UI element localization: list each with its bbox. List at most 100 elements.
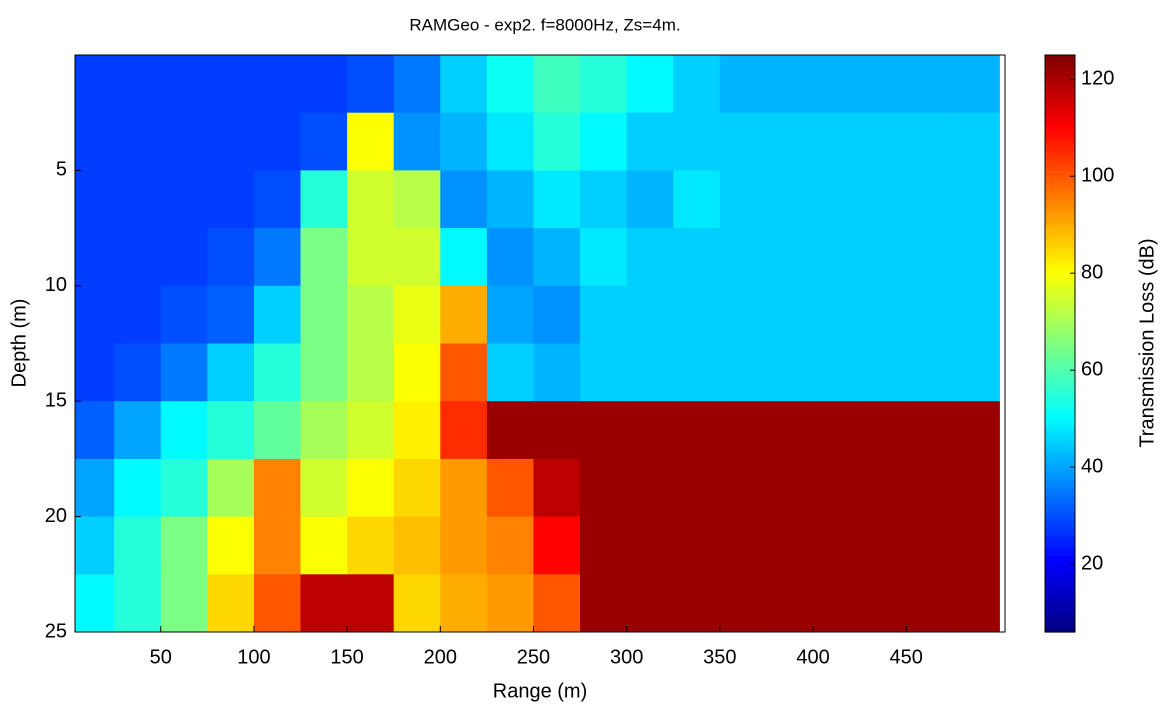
colorbar-step (1045, 141, 1075, 147)
colorbar-step (1045, 406, 1075, 412)
heatmap-cell (253, 55, 302, 114)
heatmap-cell (440, 401, 488, 460)
heatmap-cell (673, 285, 721, 344)
colorbar-step (1045, 247, 1075, 253)
y-tick-label: 25 (45, 620, 67, 642)
heatmap-cell (813, 343, 861, 402)
heatmap-cell (719, 343, 767, 402)
heatmap-cell (207, 516, 255, 575)
heatmap-cell (160, 458, 208, 518)
heatmap-cell (580, 343, 628, 402)
colorbar-step (1045, 583, 1075, 590)
heatmap-cell (114, 170, 162, 229)
heatmap-cell (114, 285, 162, 344)
plot-frame (74, 54, 1006, 633)
heatmap-cell (952, 228, 1000, 287)
colorbar-step (1045, 362, 1075, 369)
heatmap-cell (859, 55, 907, 114)
heatmap-cell (673, 170, 721, 229)
colorbar-step (1045, 526, 1075, 532)
heatmap-cell (906, 574, 954, 632)
heatmap-cell (533, 574, 581, 632)
colorbar-step (1045, 444, 1075, 450)
heatmap-cell (859, 458, 907, 518)
heatmap-cell (906, 516, 954, 575)
colorbar-step (1045, 439, 1075, 446)
heatmap-cell (906, 55, 954, 114)
colorbar-step (1045, 434, 1075, 441)
heatmap-cell (486, 401, 534, 460)
heatmap-cell (347, 401, 395, 460)
colorbar-step (1045, 295, 1075, 301)
heatmap-cell (580, 574, 628, 632)
heatmap-cell (300, 343, 348, 402)
heatmap-cell (486, 343, 534, 402)
heatmap-cell (813, 574, 861, 632)
colorbar-step (1045, 170, 1075, 176)
colorbar-step (1045, 348, 1075, 354)
heatmap-cell (393, 55, 441, 114)
colorbar-step (1045, 430, 1075, 436)
heatmap-cell (906, 401, 954, 460)
heatmap-cell (719, 516, 767, 575)
heatmap-cell (906, 228, 954, 287)
heatmap-cell (253, 574, 302, 632)
heatmap-cell (673, 574, 721, 632)
heatmap-cell (486, 285, 534, 344)
heatmap-cell (766, 343, 814, 402)
heatmap-cell (207, 228, 255, 287)
heatmap-cell (160, 112, 208, 171)
colorbar-step (1045, 194, 1075, 200)
heatmap-cell (114, 55, 162, 114)
colorbar-frame (1044, 54, 1076, 633)
heatmap-cell (207, 55, 255, 114)
colorbar-step (1045, 314, 1075, 321)
heatmap-cell (75, 112, 115, 171)
colorbar-step (1045, 401, 1075, 407)
heatmap-cell (673, 228, 721, 287)
heatmap-cell (300, 285, 348, 344)
heatmap-cell (673, 516, 721, 575)
heatmap-cell (300, 55, 348, 114)
colorbar-tick-label: 40 (1081, 455, 1103, 477)
colorbar-step (1045, 59, 1075, 66)
colorbar-step (1045, 353, 1075, 359)
colorbar-step (1045, 74, 1075, 80)
heatmap-cell (533, 343, 581, 402)
heatmap-cell (859, 574, 907, 632)
heatmap-cell (160, 516, 208, 575)
heatmap-cell (766, 228, 814, 287)
heatmap-cell (207, 458, 255, 518)
colorbar-step (1045, 165, 1075, 171)
heatmap-cell (75, 285, 115, 344)
heatmap-cell (626, 458, 674, 518)
colorbar-step (1045, 79, 1075, 85)
colorbar-step (1045, 252, 1075, 258)
heatmap-cell (393, 516, 441, 575)
heatmap-cell (300, 228, 348, 287)
colorbar-step (1045, 64, 1075, 71)
colorbar-step (1045, 425, 1075, 431)
colorbar-tick-label: 120 (1081, 68, 1114, 90)
heatmap-cell (347, 170, 395, 229)
heatmap-cell (626, 112, 674, 171)
heatmap-cell (347, 343, 395, 402)
heatmap-cell (114, 112, 162, 171)
x-tick-label: 450 (890, 646, 923, 668)
colorbar-step (1045, 155, 1075, 162)
colorbar-step (1045, 324, 1075, 330)
colorbar-step (1045, 482, 1075, 489)
colorbar-step (1045, 511, 1075, 518)
heatmap-cell (486, 55, 534, 114)
colorbar-step (1045, 112, 1075, 119)
colorbar-step (1045, 309, 1075, 316)
heatmap-cell (160, 55, 208, 114)
x-tick-label: 350 (703, 646, 736, 668)
colorbar-step (1045, 160, 1075, 167)
colorbar-step (1045, 204, 1075, 210)
heatmap-cell (75, 574, 115, 632)
colorbar-step (1045, 627, 1075, 633)
colorbar-step (1045, 391, 1075, 397)
